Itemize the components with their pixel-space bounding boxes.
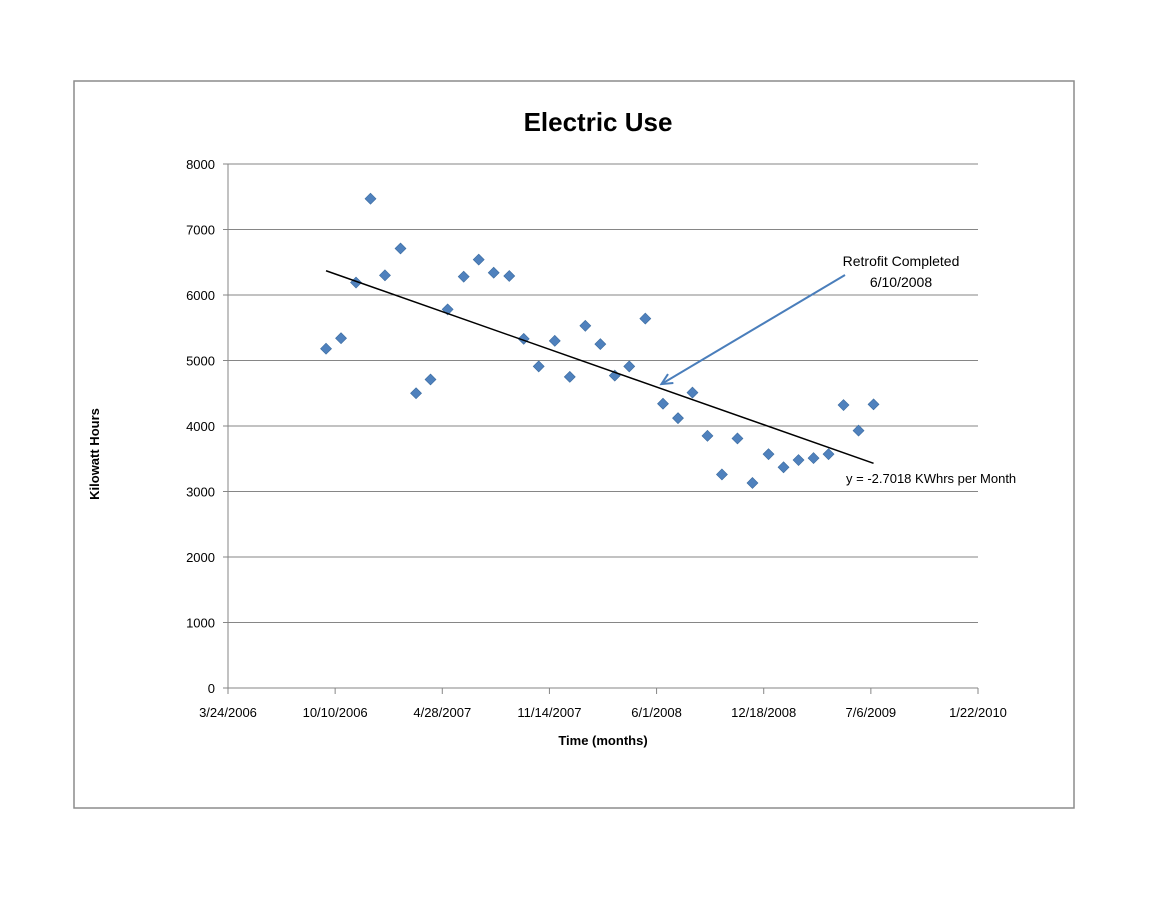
x-tick-label: 4/28/2007 [413, 705, 471, 720]
x-axis-tick-labels: 3/24/2006 10/10/2006 4/28/2007 11/14/2007 6/… [199, 688, 1007, 720]
data-point [716, 468, 728, 481]
data-point [762, 448, 775, 461]
data-point [532, 360, 545, 373]
data-point [686, 386, 699, 399]
data-point [867, 398, 880, 411]
data-point [822, 448, 835, 461]
data-point [364, 192, 377, 205]
chart-area-border [73, 80, 1075, 809]
data-point [394, 242, 407, 255]
y-tick-label: 6000 [186, 288, 215, 303]
x-tick-label: 11/14/2007 [517, 705, 581, 720]
data-point [594, 338, 607, 351]
x-tick-label: 12/18/2008 [731, 705, 796, 720]
trendline-equation-label: y = -2.7018 KWhrs per Month [846, 471, 1016, 486]
data-point [792, 454, 805, 466]
data-point [563, 370, 576, 383]
data-point [701, 429, 714, 442]
data-point [548, 334, 561, 347]
y-tick-label: 0 [208, 681, 215, 696]
annotation-arrow-head [659, 373, 674, 386]
y-tick-label: 8000 [186, 157, 215, 172]
data-point [657, 397, 669, 410]
data-point [410, 387, 422, 400]
annotation-arrow [659, 274, 846, 386]
data-point [852, 424, 865, 437]
data-point [807, 452, 820, 465]
x-tick-label: 10/10/2006 [303, 705, 368, 720]
annotation-label-line1: Retrofit Completed [843, 253, 960, 269]
data-points [320, 192, 880, 489]
data-point [731, 432, 744, 445]
data-point [639, 312, 652, 325]
annotation-label-line2: 6/10/2008 [870, 274, 932, 290]
annotation-arrow-shaft [660, 274, 846, 385]
data-point [335, 332, 347, 345]
data-point [837, 399, 850, 411]
y-tick-label: 2000 [186, 550, 215, 565]
data-point [424, 373, 437, 386]
y-axis-tick-labels: 0 1000 2000 3000 4000 5000 6000 7000 8000 [186, 157, 215, 696]
data-point [472, 253, 485, 266]
y-tick-label: 4000 [186, 419, 215, 434]
y-tick-label: 1000 [186, 616, 215, 631]
data-point [672, 412, 684, 425]
y-tick-label: 5000 [186, 354, 215, 369]
data-point [320, 342, 332, 355]
y-axis-title: Kilowatt Hours [87, 408, 102, 500]
x-tick-label: 3/24/2006 [199, 705, 257, 720]
trendline [325, 270, 874, 465]
data-point [487, 266, 500, 279]
data-point [503, 270, 516, 282]
x-tick-label: 6/1/2008 [631, 705, 682, 720]
y-tick-label: 3000 [186, 485, 215, 500]
data-point [579, 319, 592, 332]
data-point [379, 269, 391, 282]
x-tick-label: 1/22/2010 [949, 705, 1007, 720]
data-point [777, 461, 790, 474]
data-point [623, 360, 636, 373]
data-point [746, 477, 759, 489]
y-gridlines [223, 163, 978, 689]
chart-title: Electric Use [524, 107, 673, 137]
y-tick-label: 7000 [186, 223, 215, 238]
data-point [457, 270, 470, 283]
x-tick-label: 7/6/2009 [846, 705, 897, 720]
x-axis-title: Time (months) [558, 733, 647, 748]
